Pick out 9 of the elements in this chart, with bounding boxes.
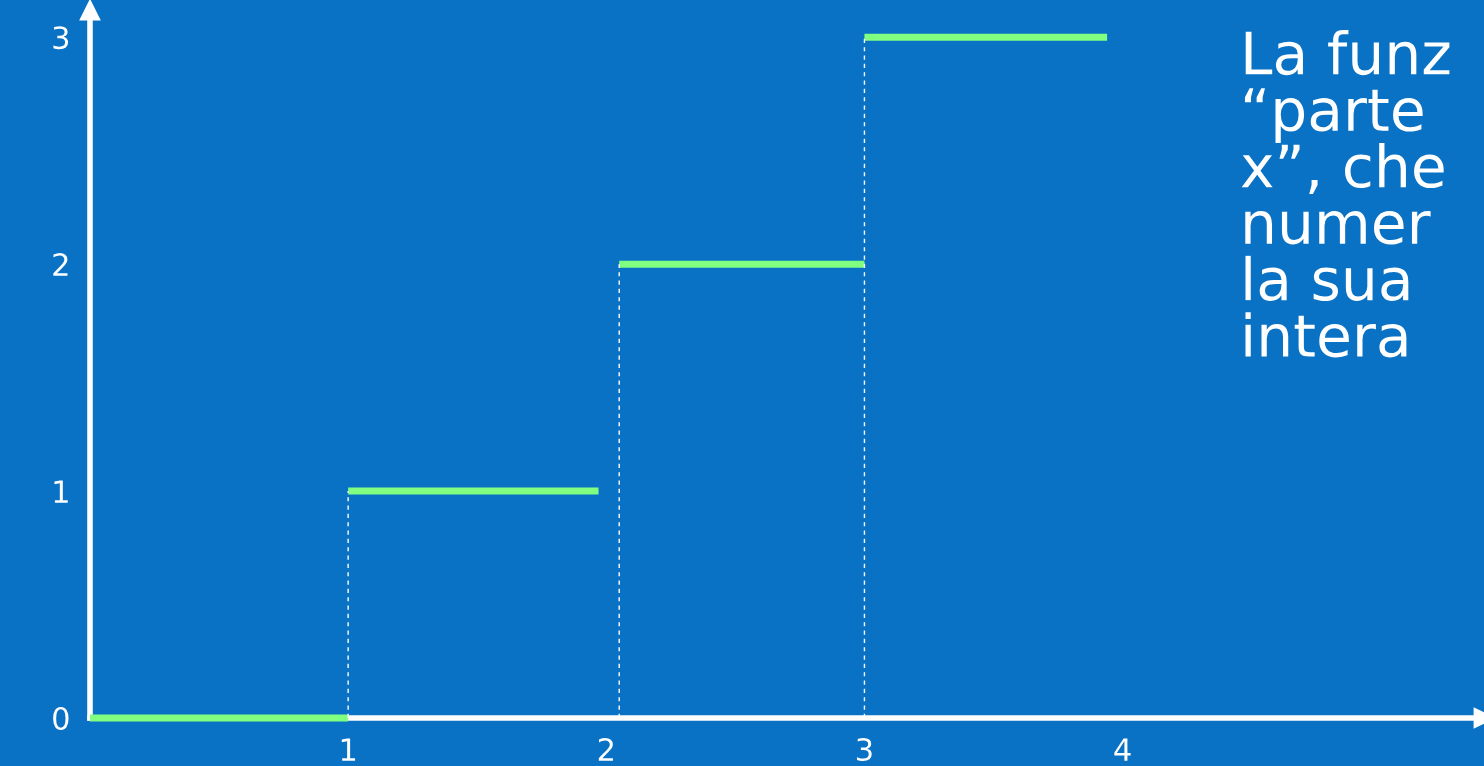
x-tick-label: 2 <box>598 737 613 761</box>
x-tick-label: 4 <box>1114 738 1131 761</box>
y-tick-label: 1 <box>54 480 68 503</box>
x-tick-label: 1 <box>341 738 356 761</box>
y-tick-label: 3 <box>53 26 69 50</box>
annotation: La funz “parte x”, che numer la sua intera <box>1241 30 1450 358</box>
y-tick-label: 2 <box>53 253 68 276</box>
y-tick-label: 0 <box>53 706 69 731</box>
x-tick-label: 3 <box>857 737 872 762</box>
